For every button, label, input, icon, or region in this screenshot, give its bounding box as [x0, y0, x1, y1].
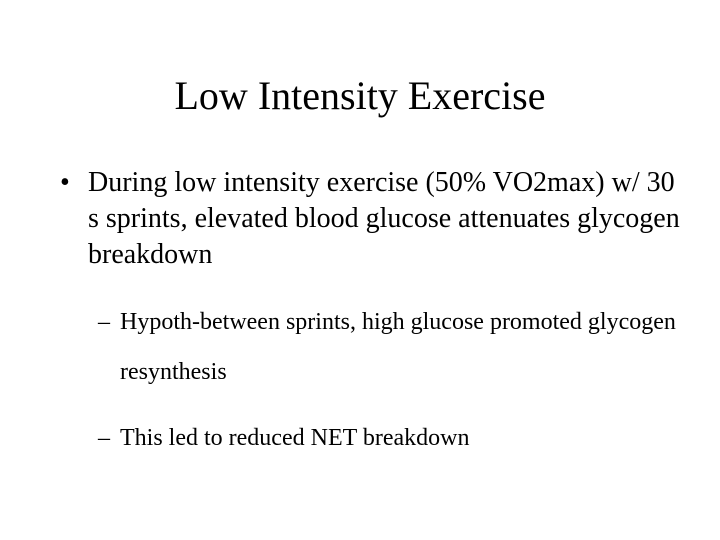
sub-bullet-text: This led to reduced NET breakdown [120, 425, 470, 451]
bullet-text: During low intensity exercise (50% VO2ma… [88, 167, 680, 270]
bullet-list: • During low intensity exercise (50% VO2… [60, 165, 680, 273]
sub-bullet-marker: – [98, 425, 110, 451]
sub-bullet-list: – Hypoth-between sprints, high glucose p… [98, 297, 688, 463]
slide-title: Low Intensity Exercise [174, 73, 546, 118]
bullet-marker: • [60, 167, 70, 198]
sub-bullet-item: – This led to reduced NET breakdown [98, 413, 688, 463]
sub-bullet-text: Hypoth-between sprints, high glucose pro… [120, 309, 676, 385]
sub-bullet-marker: – [98, 309, 110, 335]
sub-bullet-item: – Hypoth-between sprints, high glucose p… [98, 297, 688, 397]
bullet-item: • During low intensity exercise (50% VO2… [60, 165, 680, 273]
